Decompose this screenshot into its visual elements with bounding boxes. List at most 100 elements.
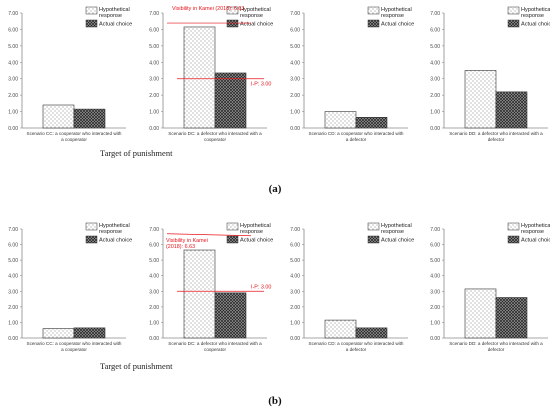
y-tick-label: 2.00 [430, 305, 440, 311]
y-tick-label: 5.00 [8, 258, 18, 264]
y-tick-label: 5.00 [149, 258, 159, 264]
legend-swatch [367, 6, 380, 15]
chart-a-3: 0.00 1.00 2.00 3.00 4.00 5.00 6.00 7.00 Scenario… [290, 6, 414, 142]
bar-hypothetical [183, 26, 216, 129]
y-tick-label: 4.00 [8, 60, 18, 66]
annotation-ip: I-P: 3.00 [251, 284, 271, 290]
category-label: Scenario DC: a defector who interacted w… [168, 341, 262, 352]
y-tick-label: 1.00 [430, 320, 440, 326]
y-tick-label: 3.00 [430, 77, 440, 83]
reference-line-kamei [166, 233, 252, 237]
legend-swatch [226, 19, 239, 28]
legend-swatch [85, 19, 98, 28]
bar-actual [355, 327, 388, 339]
bar-hypothetical [324, 319, 357, 339]
y-tick-label: 3.00 [149, 77, 159, 83]
y-tick-label: 2.00 [8, 305, 18, 311]
legend-label: Hypothetical response [381, 7, 412, 19]
y-tick-label: 5.00 [8, 44, 18, 50]
category-label: Scenario CC: a cooperator who interacted… [27, 341, 122, 352]
bar-actual [355, 117, 388, 129]
y-tick-label: 6.00 [430, 243, 440, 249]
y-tick-label: 6.00 [8, 27, 18, 33]
bar-hypothetical [42, 104, 75, 129]
y-tick-label: 7.00 [149, 11, 159, 17]
y-tick-label: 2.00 [290, 305, 300, 311]
y-tick-label: 0.00 [430, 336, 440, 342]
y-tick-label: 0.00 [290, 126, 300, 132]
legend-swatch [226, 6, 239, 15]
category-label: Scenario DD: a defector who interacted w… [449, 131, 543, 142]
y-tick-label: 3.00 [290, 289, 300, 295]
y-tick-label: 7.00 [149, 227, 159, 233]
y-tick-label: 7.00 [8, 227, 18, 233]
legend-label: Actual choice [240, 238, 273, 244]
category-label: Scenario CD: a cooperator who interacted… [309, 131, 404, 142]
y-tick-label: 0.00 [290, 336, 300, 342]
legend-swatch [367, 235, 380, 244]
y-tick-label: 3.00 [290, 77, 300, 83]
y-tick-label: 3.00 [149, 289, 159, 295]
legend-label: Hypothetical response [521, 7, 550, 19]
y-tick-label: 6.00 [8, 243, 18, 249]
y-tick-label: 5.00 [149, 44, 159, 50]
legend-swatch [85, 6, 98, 15]
legend-swatch [367, 19, 380, 28]
target-label-a: Target of punishment [100, 148, 173, 158]
y-tick-label: 7.00 [290, 227, 300, 233]
y-tick-label: 6.00 [290, 27, 300, 33]
y-tick-label: 1.00 [290, 110, 300, 116]
y-tick-label: 4.00 [8, 274, 18, 280]
legend-label: Actual choice [521, 22, 550, 28]
bar-hypothetical [464, 70, 497, 129]
legend-label: Actual choice [99, 238, 132, 244]
chart-a-1: 0.00 1.00 2.00 3.00 4.00 5.00 6.00 7.00 Scenario… [8, 6, 132, 142]
bar-actual [214, 292, 247, 339]
y-tick-label: 3.00 [8, 77, 18, 83]
bar-hypothetical [42, 328, 75, 339]
y-tick-label: 3.00 [8, 289, 18, 295]
category-label: Scenario CD: a cooperator who interacted… [309, 341, 404, 352]
y-tick-label: 1.00 [149, 320, 159, 326]
legend-label: Hypothetical response [521, 223, 550, 235]
bar-actual [495, 297, 528, 339]
legend-label: Hypothetical response [99, 7, 130, 19]
y-tick-label: 2.00 [149, 305, 159, 311]
y-tick-label: 1.00 [8, 110, 18, 116]
category-label: Scenario CC: a cooperator who interacted… [27, 131, 122, 142]
y-tick-label: 0.00 [8, 336, 18, 342]
y-tick-label: 7.00 [430, 11, 440, 17]
chart-a-2: 0.00 1.00 2.00 3.00 4.00 5.00 6.00 7.00 Scenario… [149, 6, 273, 142]
y-tick-label: 4.00 [290, 274, 300, 280]
legend-label: Hypothetical response [240, 223, 271, 235]
legend-label: Actual choice [381, 238, 414, 244]
y-tick-label: 4.00 [149, 60, 159, 66]
chart-b-1: 0.00 1.00 2.00 3.00 4.00 5.00 6.00 7.00 Scenario… [8, 222, 132, 352]
legend-swatch [226, 222, 239, 231]
y-tick-label: 5.00 [430, 44, 440, 50]
legend-label: Actual choice [240, 22, 273, 28]
legend-swatch [85, 235, 98, 244]
legend-label: Hypothetical response [99, 223, 130, 235]
chart-a-4: 0.00 1.00 2.00 3.00 4.00 5.00 6.00 7.00 Scenario… [430, 6, 550, 142]
y-tick-label: 5.00 [430, 258, 440, 264]
legend-swatch [507, 222, 520, 231]
y-tick-label: 1.00 [430, 110, 440, 116]
bar-actual [73, 108, 106, 129]
bar-actual [214, 72, 247, 129]
legend-swatch [226, 235, 239, 244]
y-tick-label: 2.00 [149, 93, 159, 99]
y-tick-label: 0.00 [149, 126, 159, 132]
bar-actual [495, 91, 528, 129]
legend-label: Hypothetical response [240, 7, 271, 19]
y-tick-label: 6.00 [430, 27, 440, 33]
annotation-kamei: Visibility in Kamei (2018): 6.63 [166, 238, 208, 250]
chart-b-3: 0.00 1.00 2.00 3.00 4.00 5.00 6.00 7.00 Scenario… [290, 222, 414, 352]
bar-hypothetical [464, 288, 497, 339]
legend-swatch [507, 6, 520, 15]
bar-hypothetical [324, 111, 357, 129]
y-tick-label: 1.00 [290, 320, 300, 326]
panel-label-b: (b) [268, 395, 282, 407]
legend-swatch [507, 235, 520, 244]
y-tick-label: 7.00 [290, 11, 300, 17]
